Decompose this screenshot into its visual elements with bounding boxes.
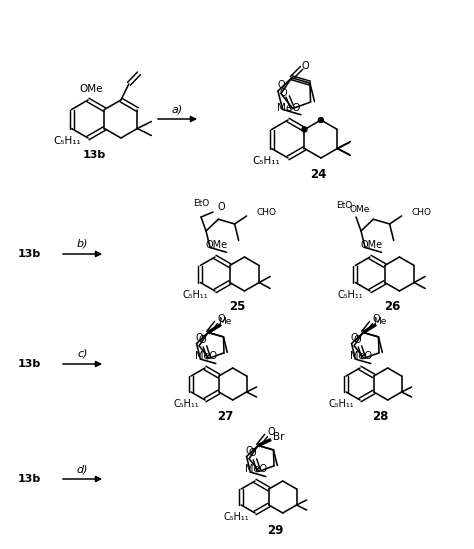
Text: OMe: OMe (361, 240, 383, 250)
Text: MeO: MeO (277, 103, 301, 113)
Circle shape (319, 117, 323, 122)
Text: MeO: MeO (245, 464, 267, 474)
Text: EtO: EtO (193, 199, 209, 208)
Text: 28: 28 (372, 411, 388, 423)
Text: OMe: OMe (79, 84, 103, 94)
Text: OMe: OMe (350, 205, 370, 214)
Text: CHO: CHO (256, 209, 277, 217)
Text: 26: 26 (384, 300, 400, 312)
Text: 25: 25 (229, 300, 245, 312)
Text: O: O (372, 315, 380, 324)
Text: O: O (248, 449, 256, 458)
Text: Br: Br (273, 433, 285, 442)
Text: C₅H₁₁: C₅H₁₁ (182, 289, 208, 300)
Text: O: O (198, 335, 206, 345)
Text: O: O (217, 315, 225, 324)
Text: MeO: MeO (350, 351, 372, 361)
Text: C₅H₁₁: C₅H₁₁ (337, 289, 363, 300)
Text: C₅H₁₁: C₅H₁₁ (54, 136, 82, 145)
Text: 24: 24 (310, 167, 326, 181)
Text: Me: Me (374, 317, 387, 326)
Text: 13b: 13b (82, 150, 106, 160)
Text: 13b: 13b (18, 359, 41, 369)
Text: OMe: OMe (206, 240, 228, 250)
Text: O: O (217, 202, 225, 212)
Text: O: O (195, 333, 203, 343)
Text: b): b) (77, 239, 88, 249)
Text: MeO: MeO (195, 351, 217, 361)
Text: C₅H₁₁: C₅H₁₁ (173, 399, 199, 409)
Text: EtO: EtO (336, 200, 352, 210)
Text: O: O (353, 335, 361, 345)
Text: C₅H₁₁: C₅H₁₁ (223, 512, 249, 522)
Text: c): c) (77, 349, 88, 359)
Text: O: O (277, 80, 285, 89)
Circle shape (302, 127, 307, 132)
Text: a): a) (172, 104, 183, 114)
Text: O: O (267, 428, 275, 438)
Text: CHO: CHO (411, 209, 432, 217)
Text: C₅H₁₁: C₅H₁₁ (253, 155, 281, 165)
Text: O: O (280, 87, 288, 98)
Text: 29: 29 (267, 524, 283, 536)
Text: O: O (350, 333, 358, 343)
Text: d): d) (77, 464, 88, 474)
Text: Me: Me (219, 317, 232, 326)
Text: O: O (246, 446, 253, 456)
Text: O: O (302, 61, 310, 71)
Text: 27: 27 (217, 411, 233, 423)
Text: 13b: 13b (18, 249, 41, 259)
Text: C₅H₁₁: C₅H₁₁ (328, 399, 354, 409)
Text: 13b: 13b (18, 474, 41, 484)
